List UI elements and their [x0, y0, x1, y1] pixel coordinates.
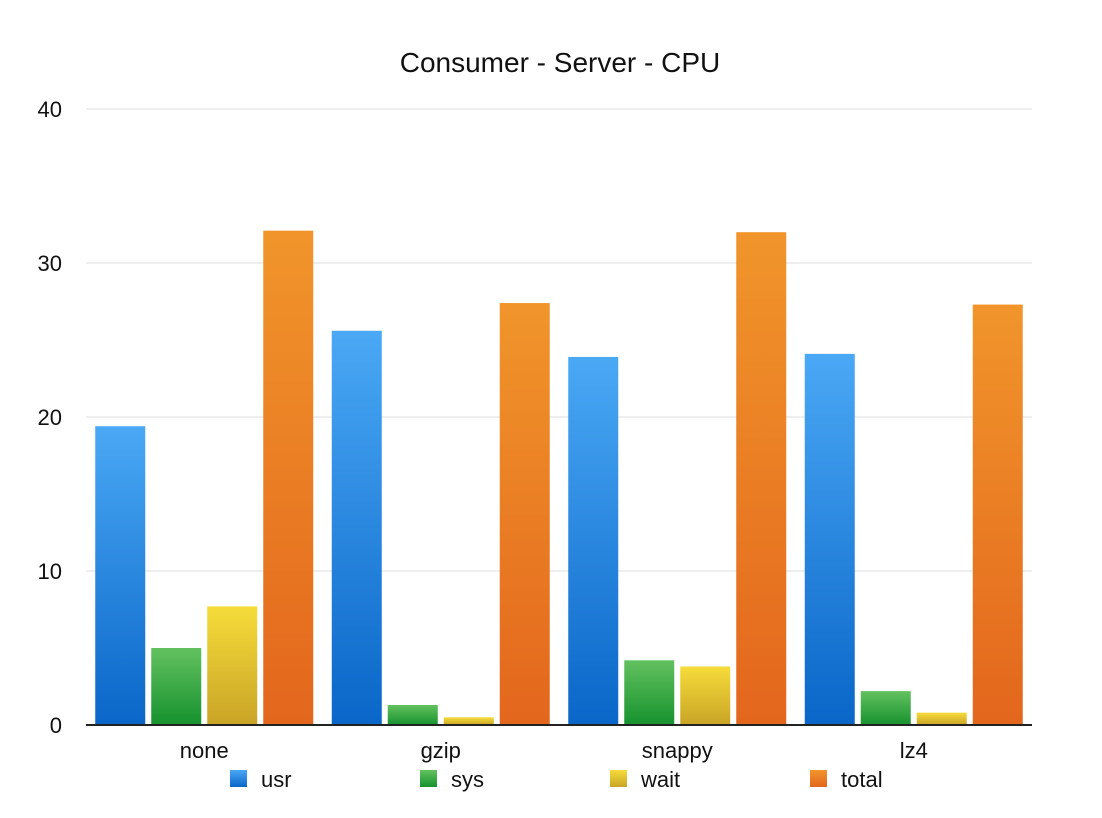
y-axis-ticks: 0 10 20 30 40 [38, 97, 62, 738]
bar-total-snappy [736, 232, 787, 725]
legend-label-wait: wait [640, 767, 680, 792]
y-tick-label: 0 [50, 713, 62, 738]
bar-wait-gzip [443, 717, 494, 725]
bar-wait-lz4 [916, 712, 967, 725]
bar-sys-snappy [624, 660, 675, 725]
x-category-label: none [180, 738, 229, 763]
y-tick-label: 30 [38, 251, 62, 276]
y-tick-label: 20 [38, 405, 62, 430]
bar-usr-snappy [568, 356, 619, 725]
bar-total-none [263, 230, 314, 725]
legend-swatch-usr [230, 770, 247, 787]
bar-usr-gzip [331, 330, 382, 725]
bar-usr-lz4 [804, 353, 855, 725]
bar-usr-none [95, 426, 146, 725]
y-tick-label: 10 [38, 559, 62, 584]
y-tick-label: 40 [38, 97, 62, 122]
chart-title: Consumer - Server - CPU [400, 47, 721, 78]
legend: usr sys wait total [230, 767, 883, 792]
x-category-label: gzip [421, 738, 461, 763]
legend-swatch-wait [610, 770, 627, 787]
x-axis-categories: none gzip snappy lz4 [180, 738, 928, 763]
grid-lines [86, 108, 1032, 572]
bar-total-gzip [499, 303, 550, 725]
bar-sys-lz4 [860, 691, 911, 725]
legend-label-total: total [841, 767, 883, 792]
bar-wait-none [207, 606, 258, 725]
bar-sys-gzip [387, 704, 438, 725]
legend-swatch-total [810, 770, 827, 787]
x-category-label: snappy [642, 738, 713, 763]
bar-total-lz4 [972, 304, 1023, 725]
bar-wait-snappy [680, 666, 731, 725]
x-category-label: lz4 [900, 738, 928, 763]
legend-label-usr: usr [261, 767, 292, 792]
bar-sys-none [151, 648, 202, 725]
legend-swatch-sys [420, 770, 437, 787]
legend-label-sys: sys [451, 767, 484, 792]
bars [95, 230, 1023, 725]
